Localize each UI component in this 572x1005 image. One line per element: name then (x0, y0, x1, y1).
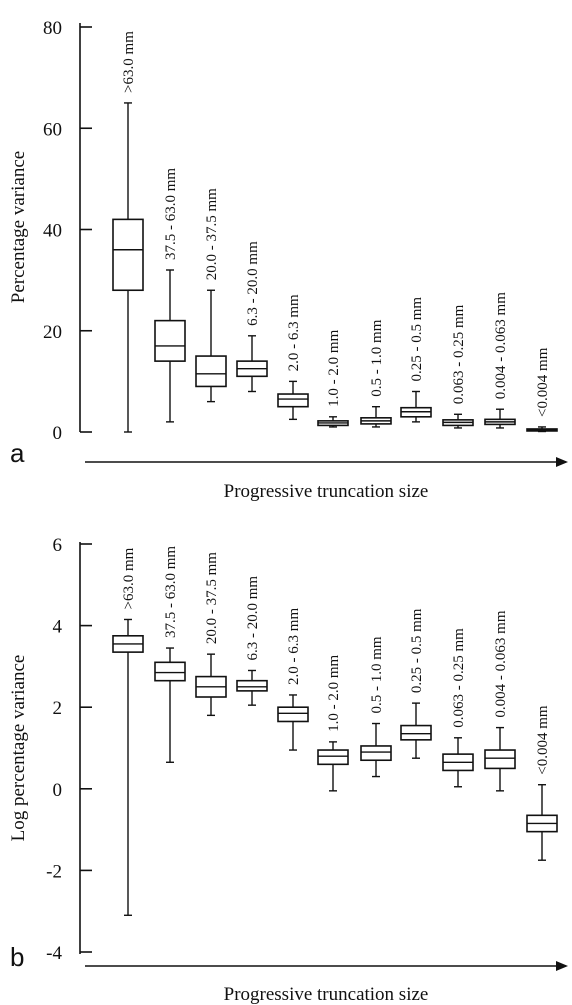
category-label: >63.0 mm (121, 547, 137, 609)
iqr-box (112, 218, 144, 292)
iqr-box (154, 661, 186, 682)
iqr-box (360, 745, 392, 762)
category-label: 0.004 - 0.063 mm (493, 292, 509, 399)
y-tick-label: 2 (53, 698, 63, 719)
category-label: <0.004 mm (535, 347, 551, 417)
category-label: 1.0 - 2.0 mm (326, 654, 342, 731)
y-tick-label: 20 (43, 322, 62, 343)
y-tick-label: 60 (43, 119, 62, 140)
y-ticks-a: 0 20 40 60 80 (43, 18, 92, 444)
category-label: 20.0 - 37.5 mm (204, 552, 220, 644)
panel-letter-b: b (10, 942, 24, 972)
y-tick-label: 80 (43, 18, 62, 39)
x-axis-title-b: Progressive truncation size (224, 984, 429, 1005)
category-label: >63.0 mm (121, 31, 137, 93)
category-label: 20.0 - 37.5 mm (204, 188, 220, 280)
boxplot (484, 408, 516, 429)
boxplot (195, 289, 227, 403)
iqr-box (277, 393, 309, 408)
boxplot (236, 335, 268, 393)
iqr-box (400, 724, 432, 741)
category-label: 0.5 - 1.0 mm (369, 636, 385, 713)
iqr-box (317, 749, 349, 766)
boxplots-b (112, 618, 558, 916)
boxplot (526, 784, 558, 861)
boxplot (277, 380, 309, 421)
category-label: 0.25 - 0.5 mm (409, 297, 425, 382)
panel-b: -4 -2 0 2 4 6 Log percentage variance >63.0 m… (8, 535, 568, 1005)
category-label: 0.063 - 0.25 mm (451, 628, 467, 728)
boxplot (360, 405, 392, 428)
category-labels-b: >63.0 mm 37.5 - 63.0 mm 20.0 - 37.5 mm 6.3 … (121, 546, 551, 775)
boxplot (442, 413, 474, 429)
boxplot (400, 702, 432, 759)
y-tick-label: 0 (53, 423, 63, 444)
y-tick-label: -4 (46, 943, 62, 964)
boxplots-a (112, 102, 558, 433)
boxplot (112, 618, 144, 916)
y-tick-label: 4 (53, 617, 63, 638)
category-label: 0.5 - 1.0 mm (369, 319, 385, 396)
y-ticks-b: -4 -2 0 2 4 6 (46, 535, 92, 964)
category-label: <0.004 mm (535, 705, 551, 775)
boxplot (277, 694, 309, 751)
boxplot (154, 647, 186, 763)
boxplot (112, 102, 144, 433)
iqr-box (154, 319, 186, 362)
boxplot (400, 390, 432, 423)
boxplot (154, 269, 186, 423)
category-label: 1.0 - 2.0 mm (326, 329, 342, 406)
y-tick-label: 0 (53, 780, 63, 801)
category-label: 37.5 - 63.0 mm (163, 546, 179, 638)
boxplot (236, 669, 268, 706)
iqr-box (484, 749, 516, 770)
boxplot (360, 722, 392, 778)
y-tick-label: 40 (43, 221, 62, 242)
boxplot (317, 416, 349, 428)
iqr-box (236, 679, 268, 692)
boxplot (195, 653, 227, 717)
iqr-box (195, 355, 227, 388)
category-label: 2.0 - 6.3 mm (286, 294, 302, 371)
category-label: 0.063 - 0.25 mm (451, 304, 467, 404)
category-label: 6.3 - 20.0 mm (245, 576, 261, 661)
boxplot (526, 426, 558, 433)
y-axis-title-a: Percentage variance (8, 151, 29, 303)
y-tick-label: -2 (46, 861, 62, 882)
boxplot (442, 737, 474, 788)
category-label: 2.0 - 6.3 mm (286, 608, 302, 685)
category-label: 0.25 - 0.5 mm (409, 608, 425, 693)
x-axis-title-a: Progressive truncation size (224, 481, 429, 502)
category-labels-a: >63.0 mm 37.5 - 63.0 mm 20.0 - 37.5 mm 6.3 … (121, 31, 551, 417)
category-label: 37.5 - 63.0 mm (163, 168, 179, 260)
y-tick-label: 6 (53, 535, 63, 556)
category-label: 0.004 - 0.063 mm (493, 610, 509, 717)
category-label: 6.3 - 20.0 mm (245, 241, 261, 326)
boxplot (317, 741, 349, 792)
boxplot (484, 726, 516, 792)
panel-letter-a: a (10, 438, 25, 468)
y-axis-title-b: Log percentage variance (8, 655, 29, 842)
iqr-box (277, 706, 309, 723)
panel-a: 0 20 40 60 80 Percentage variance >63.0 mm 37… (8, 18, 568, 502)
